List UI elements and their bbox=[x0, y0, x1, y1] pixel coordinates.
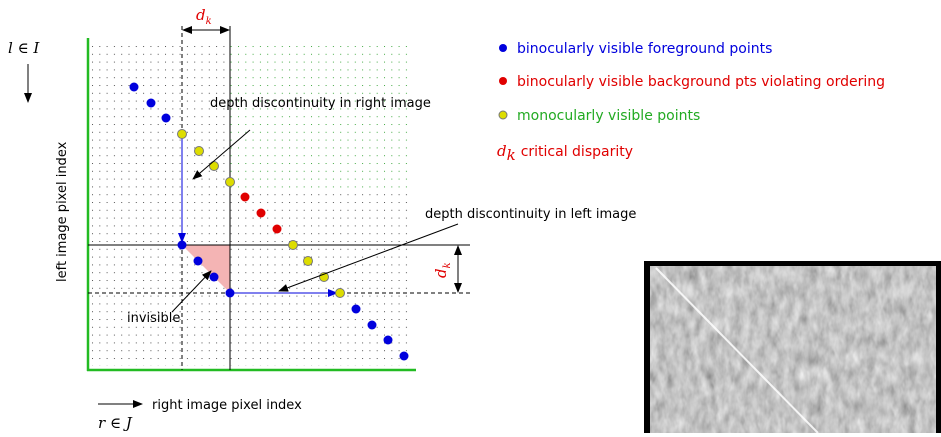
point bbox=[210, 273, 219, 282]
legend-marker bbox=[499, 44, 507, 52]
point bbox=[304, 257, 313, 266]
point bbox=[336, 289, 345, 298]
point bbox=[194, 257, 203, 266]
legend-marker bbox=[499, 77, 507, 85]
point bbox=[130, 83, 139, 92]
point bbox=[178, 241, 187, 250]
point bbox=[210, 162, 219, 171]
point bbox=[178, 130, 187, 139]
point bbox=[273, 225, 282, 234]
point bbox=[352, 305, 361, 314]
col-symbol: r ∈ J bbox=[98, 414, 133, 432]
legend-entry: binocularly visible foreground points bbox=[517, 41, 772, 57]
annotation: depth discontinuity in right image bbox=[210, 96, 431, 111]
legend-entry: monocularly visible points bbox=[517, 108, 700, 124]
row-axis-label: left image pixel index bbox=[55, 141, 70, 282]
point bbox=[226, 289, 235, 298]
point bbox=[289, 241, 298, 250]
disparity-symbol: dk bbox=[432, 262, 453, 278]
point bbox=[162, 114, 171, 123]
col-axis-label: right image pixel index bbox=[152, 398, 302, 413]
legend-entry: binocularly visible background pts viola… bbox=[517, 74, 885, 90]
point bbox=[147, 99, 156, 108]
row-symbol: l ∈ I bbox=[8, 39, 40, 57]
dot-grid bbox=[230, 44, 412, 192]
point bbox=[195, 147, 204, 156]
point bbox=[400, 352, 409, 361]
annotation: invisible bbox=[127, 311, 180, 326]
point bbox=[241, 193, 250, 202]
diagram: dk dk depth discontinuity in right image… bbox=[0, 0, 941, 433]
disparity-symbol: dk bbox=[196, 6, 212, 27]
point bbox=[384, 336, 393, 345]
point bbox=[368, 321, 377, 330]
point bbox=[257, 209, 266, 218]
point bbox=[226, 178, 235, 187]
legend-marker bbox=[499, 111, 507, 119]
annotation: depth discontinuity in left image bbox=[425, 207, 636, 222]
